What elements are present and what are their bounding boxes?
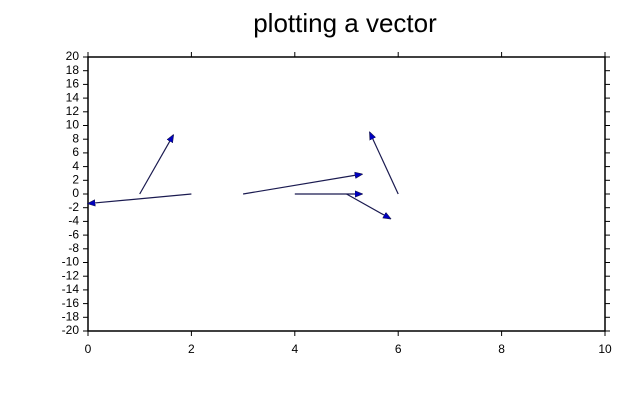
y-tick-label: -4 [68,214,79,228]
y-tick-label: 10 [66,118,80,132]
y-tick-label: -20 [62,323,80,337]
y-tick-label: 16 [66,77,80,91]
y-tick-label: 4 [72,159,79,173]
y-tick-label: 18 [66,63,80,77]
x-tick-label: 10 [598,342,612,356]
y-tick-label: 12 [66,104,80,118]
y-tick-label: 14 [66,90,80,104]
y-tick-label: 20 [66,49,80,63]
chart-title: plotting a vector [253,8,437,38]
vector [139,135,174,195]
y-tick-label: -14 [62,282,80,296]
y-tick-label: -18 [62,309,80,323]
x-tick-label: 0 [85,342,92,356]
x-tick-label: 8 [498,342,505,356]
vector [88,193,192,204]
y-tick-label: -2 [68,200,79,214]
y-tick-label: -6 [68,227,79,241]
y-tick-label: -8 [68,241,79,255]
y-tick-label: -16 [62,296,80,310]
x-tick-label: 4 [291,342,298,356]
vector [346,193,391,219]
y-tick-label: 8 [72,131,79,145]
y-tick-label: -10 [62,255,80,269]
y-tick-label: -12 [62,268,80,282]
vector [370,132,399,195]
y-tick-label: 2 [72,172,79,186]
y-tick-label: 6 [72,145,79,159]
vector [243,174,362,195]
x-tick-label: 2 [188,342,195,356]
y-tick-label: 0 [72,186,79,200]
x-tick-label: 6 [395,342,402,356]
